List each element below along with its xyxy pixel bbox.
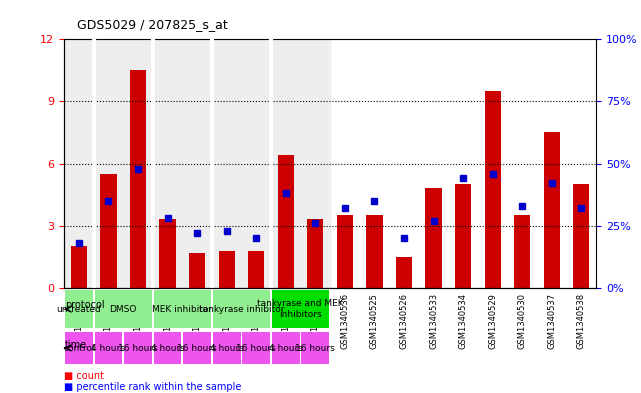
Bar xyxy=(360,39,389,288)
Text: time: time xyxy=(65,340,87,349)
FancyBboxPatch shape xyxy=(272,332,300,364)
FancyBboxPatch shape xyxy=(183,332,211,364)
Bar xyxy=(271,39,301,288)
Bar xyxy=(389,39,419,288)
FancyBboxPatch shape xyxy=(154,332,181,364)
Text: MEK inhibitor: MEK inhibitor xyxy=(153,305,212,314)
Bar xyxy=(130,70,146,288)
Bar xyxy=(219,251,235,288)
Text: protocol: protocol xyxy=(65,300,104,310)
Text: ■ percentile rank within the sample: ■ percentile rank within the sample xyxy=(64,382,242,392)
Text: ■ count: ■ count xyxy=(64,371,104,381)
FancyBboxPatch shape xyxy=(213,290,270,329)
Bar xyxy=(448,39,478,288)
Text: control: control xyxy=(63,343,95,353)
Bar xyxy=(573,184,590,288)
Text: 4 hours: 4 hours xyxy=(210,343,244,353)
FancyBboxPatch shape xyxy=(94,332,122,364)
Bar xyxy=(182,39,212,288)
Bar xyxy=(64,39,94,288)
Bar xyxy=(537,39,567,288)
FancyBboxPatch shape xyxy=(242,332,270,364)
FancyBboxPatch shape xyxy=(272,290,329,329)
Text: DMSO: DMSO xyxy=(110,305,137,314)
Bar xyxy=(567,39,596,288)
Bar xyxy=(301,39,330,288)
Bar xyxy=(455,184,471,288)
Bar xyxy=(242,39,271,288)
Bar xyxy=(182,39,212,288)
Bar xyxy=(301,39,330,288)
Bar xyxy=(153,39,182,288)
FancyBboxPatch shape xyxy=(301,332,329,364)
Bar xyxy=(189,253,205,288)
Bar xyxy=(123,39,153,288)
Text: untreated: untreated xyxy=(56,305,101,314)
FancyBboxPatch shape xyxy=(94,290,152,329)
Bar xyxy=(212,39,242,288)
Bar xyxy=(485,91,501,288)
Bar xyxy=(153,39,182,288)
Bar xyxy=(248,251,264,288)
FancyBboxPatch shape xyxy=(65,290,93,329)
Text: tankyrase and MEK
inhibitors: tankyrase and MEK inhibitors xyxy=(257,299,344,319)
Bar xyxy=(94,39,123,288)
Text: 16 hours: 16 hours xyxy=(118,343,158,353)
Bar xyxy=(64,39,94,288)
Text: 4 hours: 4 hours xyxy=(269,343,303,353)
FancyBboxPatch shape xyxy=(124,332,152,364)
Text: tankyrase inhibitor: tankyrase inhibitor xyxy=(199,305,284,314)
Bar xyxy=(419,39,448,288)
Text: 4 hours: 4 hours xyxy=(92,343,126,353)
Bar xyxy=(94,39,123,288)
FancyBboxPatch shape xyxy=(154,290,211,329)
Bar xyxy=(514,215,530,288)
Bar xyxy=(426,188,442,288)
FancyBboxPatch shape xyxy=(213,332,240,364)
Bar xyxy=(307,219,324,288)
Bar xyxy=(160,219,176,288)
Bar xyxy=(100,174,117,288)
Text: 16 hours: 16 hours xyxy=(237,343,276,353)
Bar xyxy=(337,215,353,288)
FancyBboxPatch shape xyxy=(65,332,93,364)
Bar xyxy=(242,39,271,288)
Text: 4 hours: 4 hours xyxy=(151,343,185,353)
Bar xyxy=(123,39,153,288)
Text: GDS5029 / 207825_s_at: GDS5029 / 207825_s_at xyxy=(77,18,228,31)
Bar xyxy=(278,155,294,288)
Bar xyxy=(544,132,560,288)
Bar xyxy=(71,246,87,288)
Bar xyxy=(330,39,360,288)
Bar xyxy=(478,39,508,288)
Bar xyxy=(396,257,412,288)
Text: 16 hours: 16 hours xyxy=(177,343,217,353)
Bar xyxy=(508,39,537,288)
Bar xyxy=(212,39,242,288)
Text: 16 hours: 16 hours xyxy=(296,343,335,353)
Bar xyxy=(271,39,301,288)
Bar xyxy=(366,215,383,288)
